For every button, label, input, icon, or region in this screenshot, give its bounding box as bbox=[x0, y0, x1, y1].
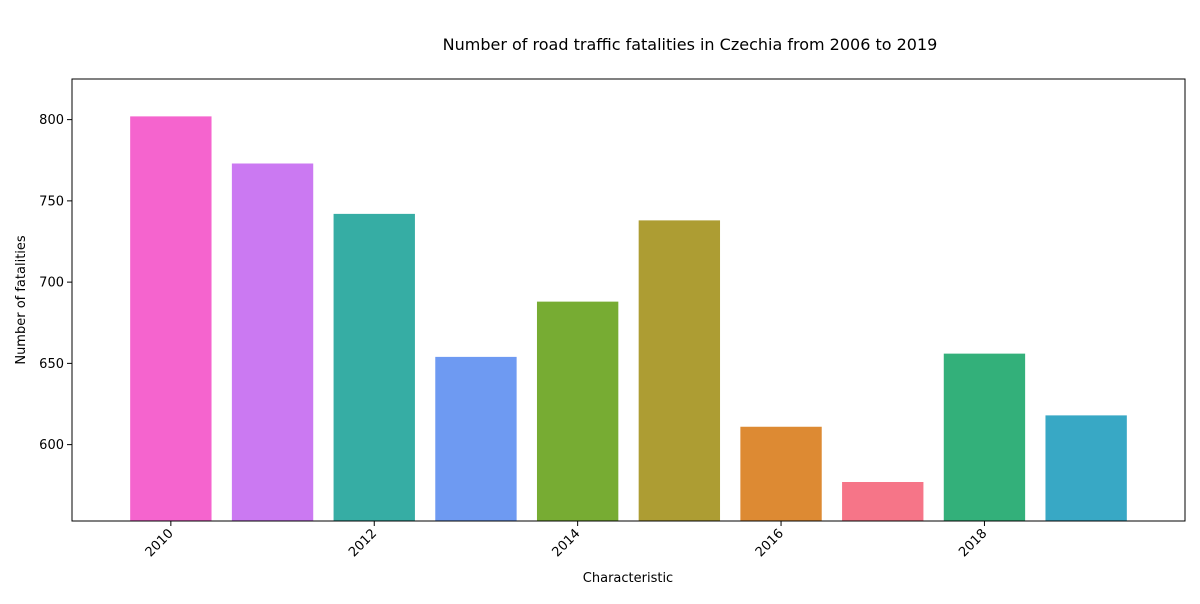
bar-2014 bbox=[536, 301, 619, 522]
bar-2012 bbox=[333, 213, 415, 522]
bar-2015 bbox=[638, 220, 721, 522]
y-tick-label: 650 bbox=[39, 357, 64, 372]
y-tick-label: 750 bbox=[39, 194, 64, 209]
y-tick-label: 800 bbox=[39, 113, 64, 128]
bar-2016 bbox=[740, 426, 822, 521]
bar-2010 bbox=[130, 116, 212, 522]
y-axis: 600 650 700 750 800 bbox=[39, 113, 72, 453]
x-tick-label: 2016 bbox=[753, 526, 787, 560]
y-tick-label: 700 bbox=[39, 276, 64, 291]
bar-2011 bbox=[231, 163, 314, 521]
x-tick-label: 2010 bbox=[143, 526, 177, 560]
x-axis-label: Characteristic bbox=[583, 571, 673, 586]
x-tick-label: 2018 bbox=[956, 526, 990, 560]
x-tick-label: 2014 bbox=[549, 526, 583, 560]
y-tick-label: 600 bbox=[39, 438, 64, 453]
x-tick-label: 2012 bbox=[346, 526, 380, 560]
y-axis-label: Number of fatalities bbox=[14, 235, 29, 365]
bars-group bbox=[130, 116, 1127, 522]
chart-title: Number of road traffic fatalities in Cze… bbox=[443, 35, 938, 54]
bar-2013 bbox=[435, 356, 517, 522]
plot-frame bbox=[71, 78, 1186, 522]
bar-2017 bbox=[842, 482, 924, 521]
bar-2019 bbox=[1045, 415, 1127, 522]
x-axis: 2010 2012 2014 2016 2018 bbox=[143, 521, 990, 560]
bar-2018 bbox=[943, 353, 1026, 522]
